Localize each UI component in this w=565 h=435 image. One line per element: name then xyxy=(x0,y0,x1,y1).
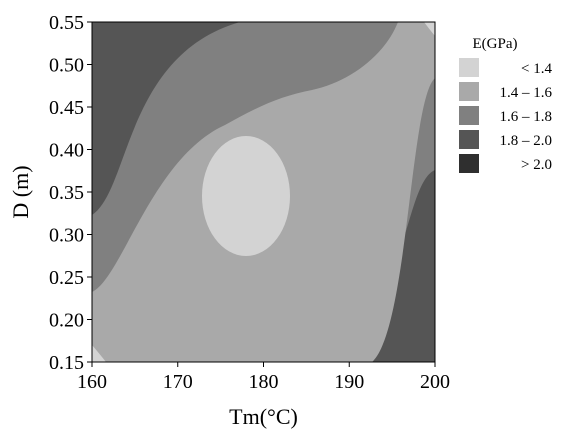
corner-fill-bottom-left xyxy=(92,345,106,362)
corner-fill-top-right xyxy=(424,22,435,36)
x-tick-label: 200 xyxy=(420,371,450,393)
y-tick-label: 0.45 xyxy=(49,97,84,119)
legend-label: 1.8 – 2.0 xyxy=(500,133,553,149)
y-tick-label: 0.55 xyxy=(49,12,84,34)
y-tick-label: 0.50 xyxy=(49,55,84,77)
legend: E(GPa)< 1.4 1.4 – 1.6 1.6 – 1.8 1.8 – 2.0 > … xyxy=(459,36,553,173)
x-tick-label: 170 xyxy=(163,371,193,393)
y-tick-label: 0.35 xyxy=(49,182,84,204)
y-tick-label: 0.40 xyxy=(49,140,84,162)
axes: 160 170 180 190 200 0.15 0.20 0.25 0.30 0.35 0.40 0… xyxy=(8,12,450,429)
x-tick-label: 180 xyxy=(249,371,279,393)
legend-swatch xyxy=(459,106,479,125)
y-axis-title: D (m) xyxy=(8,165,33,218)
legend-label: 1.4 – 1.6 xyxy=(500,85,553,101)
y-tick-label: 0.20 xyxy=(49,310,84,332)
region-fill-below-1.4 xyxy=(202,136,290,256)
legend-swatch xyxy=(459,130,479,149)
legend-label: < 1.4 xyxy=(521,61,552,77)
legend-swatch xyxy=(459,82,479,101)
y-tick-label: 0.15 xyxy=(49,352,84,374)
legend-label: > 2.0 xyxy=(521,157,552,173)
x-axis-title: Tm(°C) xyxy=(229,404,298,429)
legend-title: E(GPa) xyxy=(473,36,518,52)
legend-label: 1.6 – 1.8 xyxy=(500,109,553,125)
legend-swatch xyxy=(459,58,479,77)
y-tick-label: 0.30 xyxy=(49,225,84,247)
x-tick-label: 160 xyxy=(77,371,107,393)
legend-swatch xyxy=(459,154,479,173)
y-tick-label: 0.25 xyxy=(49,267,84,289)
plot-area xyxy=(92,22,435,362)
x-tick-label: 190 xyxy=(334,371,364,393)
